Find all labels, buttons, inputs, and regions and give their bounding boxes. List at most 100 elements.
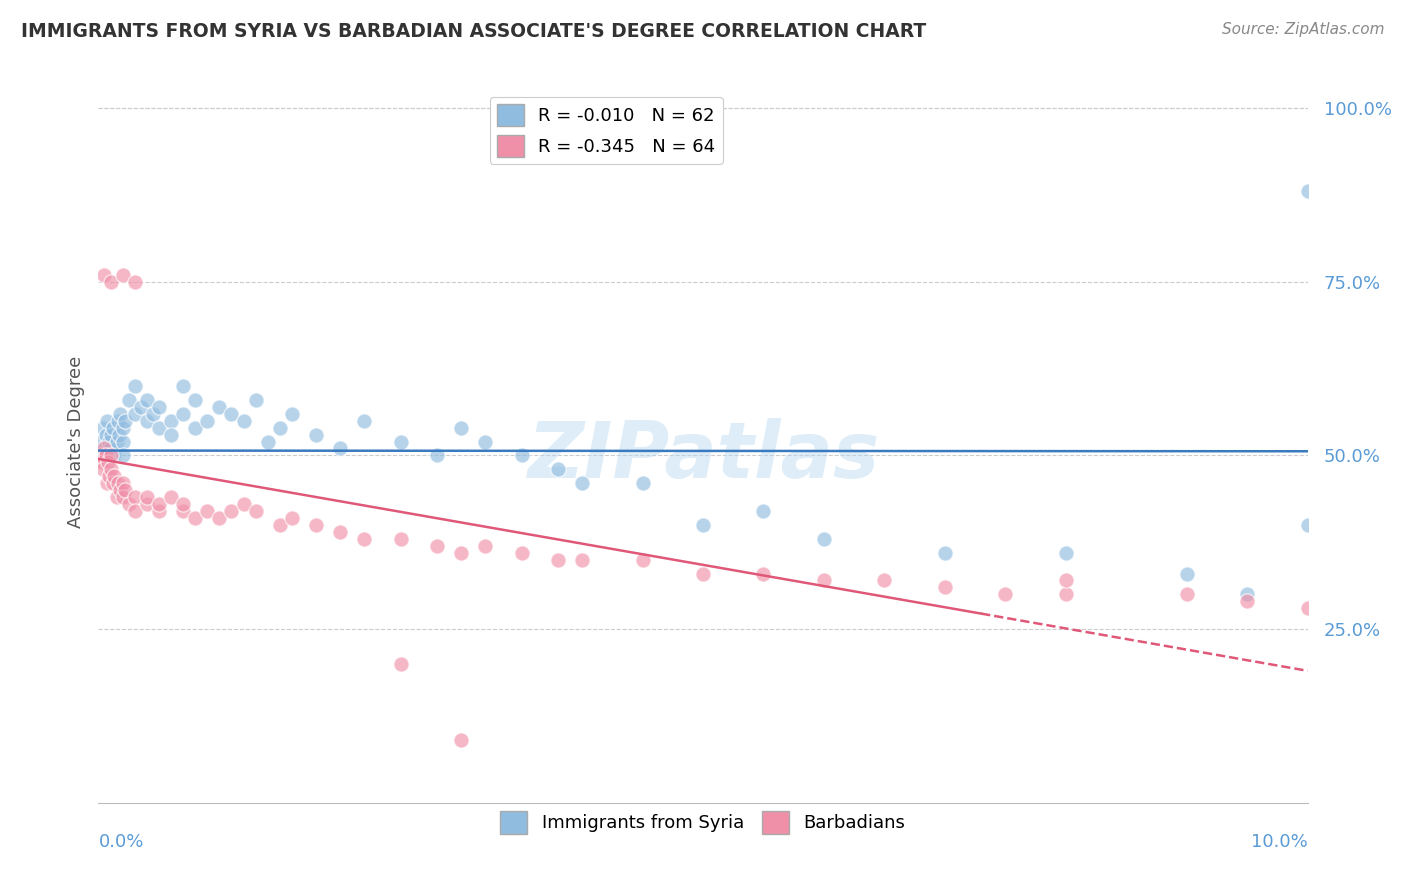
Point (90, 434, 112, 449)
Text: 10.0%: 10.0% (1251, 833, 1308, 851)
Point (450, 733, 472, 747)
Point (184, 511, 207, 525)
Point (111, 268, 134, 282)
Point (96, 476, 118, 491)
Point (118, 497, 141, 511)
Point (100, 442, 122, 456)
Point (305, 517, 328, 532)
Text: 0.0%: 0.0% (98, 833, 143, 851)
Point (135, 414, 157, 428)
Point (103, 449, 125, 463)
Point (184, 392, 207, 407)
Point (353, 532, 375, 546)
Point (172, 504, 194, 518)
Point (389, 434, 412, 449)
Point (305, 427, 328, 442)
Point (245, 392, 267, 407)
Point (1054, 546, 1077, 560)
Point (208, 511, 231, 525)
Point (813, 532, 835, 546)
Point (329, 442, 352, 456)
Point (103, 469, 125, 483)
Point (195, 414, 218, 428)
Point (100, 449, 122, 463)
Point (547, 462, 569, 476)
Point (1296, 517, 1319, 532)
Point (111, 420, 134, 434)
Point (111, 434, 134, 449)
Point (389, 657, 412, 671)
Point (118, 392, 141, 407)
Point (510, 546, 533, 560)
Point (108, 483, 131, 498)
Point (631, 476, 654, 491)
Point (934, 546, 956, 560)
Point (172, 379, 194, 393)
Point (94, 449, 117, 463)
Point (135, 392, 157, 407)
Point (93, 268, 115, 282)
Point (91, 462, 114, 476)
Point (148, 420, 170, 434)
Point (93, 449, 115, 463)
Point (100, 462, 122, 476)
Point (124, 490, 146, 504)
Text: Source: ZipAtlas.com: Source: ZipAtlas.com (1222, 22, 1385, 37)
Point (269, 420, 291, 434)
Point (114, 414, 136, 428)
Point (114, 483, 136, 498)
Point (108, 407, 131, 421)
Point (813, 574, 835, 588)
Point (98, 469, 121, 483)
Point (100, 427, 122, 442)
Point (91, 420, 114, 434)
Text: IMMIGRANTS FROM SYRIA VS BARBADIAN ASSOCIATE'S DEGREE CORRELATION CHART: IMMIGRANTS FROM SYRIA VS BARBADIAN ASSOC… (21, 22, 927, 41)
Point (98, 434, 121, 449)
Point (91, 455, 114, 469)
Point (1236, 587, 1258, 601)
Point (195, 504, 218, 518)
Point (96, 414, 118, 428)
Point (111, 476, 134, 491)
Point (353, 414, 375, 428)
Point (111, 490, 134, 504)
Point (208, 400, 231, 414)
Point (256, 434, 278, 449)
Point (90, 449, 112, 463)
Point (934, 581, 956, 595)
Point (124, 407, 146, 421)
Point (97, 449, 120, 463)
Point (752, 566, 775, 581)
Point (426, 449, 449, 463)
Point (510, 449, 533, 463)
Point (547, 552, 569, 566)
Point (111, 449, 134, 463)
Point (107, 476, 129, 491)
Point (232, 497, 254, 511)
Point (450, 420, 472, 434)
Point (124, 379, 146, 393)
Point (281, 511, 304, 525)
Point (124, 504, 146, 518)
Point (148, 497, 170, 511)
Point (1236, 594, 1258, 608)
Point (571, 476, 593, 491)
Point (108, 427, 131, 442)
Point (135, 497, 157, 511)
Point (1175, 566, 1198, 581)
Point (135, 490, 157, 504)
Point (1175, 587, 1198, 601)
Point (221, 407, 243, 421)
Point (329, 524, 352, 539)
Point (752, 504, 775, 518)
Y-axis label: Associate's Degree: Associate's Degree (66, 355, 84, 528)
Point (148, 504, 170, 518)
Point (873, 574, 896, 588)
Point (100, 275, 122, 289)
Point (245, 504, 267, 518)
Point (474, 539, 496, 553)
Point (160, 414, 183, 428)
Point (692, 566, 714, 581)
Point (105, 434, 128, 449)
Point (124, 275, 146, 289)
